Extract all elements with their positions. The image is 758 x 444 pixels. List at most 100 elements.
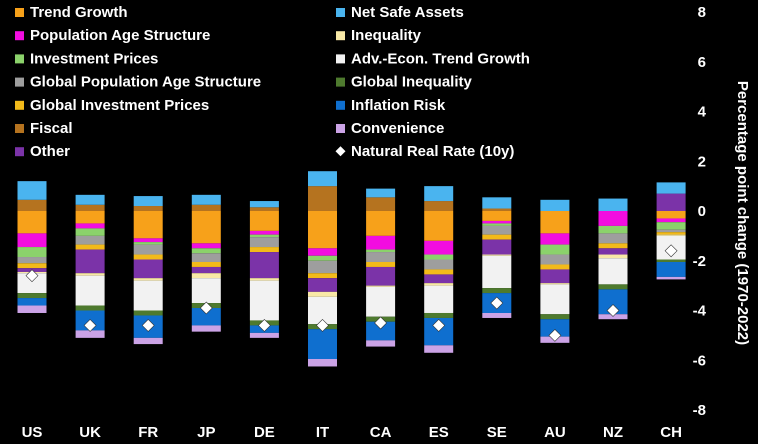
bar-segment-se-convenience — [482, 312, 512, 318]
bar-segment-au-inflation-risk — [540, 319, 570, 337]
bar-segment-uk-trend-growth — [75, 211, 105, 224]
bar-segment-ch-investment-prices — [656, 222, 686, 230]
bar-segment-ca-adv-econ-trend-growth — [366, 286, 396, 317]
bar-segment-es-global-inequality — [424, 312, 454, 318]
natural-rate-marker-uk — [83, 319, 97, 332]
bar-segment-de-inequality — [249, 278, 279, 281]
bar-segment-us-global-investment-prices — [17, 263, 47, 269]
natural-rate-marker-us — [25, 269, 39, 283]
x-tick-label-de: DE — [254, 424, 275, 441]
bar-segment-jp-trend-growth — [191, 211, 221, 244]
bar-segment-ca-global-population-age-structure — [366, 252, 396, 262]
bar-segment-fr-convenience — [133, 337, 163, 345]
bar-segment-us-adv-econ-trend-growth — [17, 273, 47, 294]
bar-segment-it-global-population-age-structure — [308, 260, 337, 274]
legend-label-global-inequality: Global Inequality — [351, 74, 473, 91]
bar-segment-ch-trend-growth — [656, 211, 686, 219]
x-axis: US UK FR JP DE IT CA ES SE AU NZ CH — [22, 424, 682, 441]
bar-segment-ca-other — [366, 266, 396, 286]
bar-segment-ch-inflation-risk — [656, 261, 686, 277]
x-tick-label-ca: CA — [370, 424, 392, 441]
x-tick-label-us: US — [22, 424, 43, 441]
bar-segment-es-global-investment-prices — [424, 269, 454, 275]
bar-segment-uk-net-safe-assets — [75, 194, 105, 205]
bar-segment-nz-adv-econ-trend-growth — [598, 258, 628, 285]
bar-segment-fr-global-population-age-structure — [133, 244, 163, 255]
bar-segment-es-global-population-age-structure — [424, 259, 454, 270]
bar-segment-ca-inflation-risk — [366, 321, 396, 341]
bar-segment-uk-global-investment-prices — [75, 244, 105, 250]
bar-segment-se-other — [482, 239, 512, 255]
bar-segment-ca-net-safe-assets — [366, 188, 396, 198]
bar-segment-es-inequality — [424, 283, 454, 286]
legend-label-convenience: Convenience — [351, 120, 444, 137]
bar-segment-es-adv-econ-trend-growth — [424, 285, 454, 313]
x-tick-label-uk: UK — [79, 424, 101, 441]
bar-segment-jp-global-investment-prices — [191, 261, 221, 267]
bar-segment-us-fiscal — [17, 199, 47, 211]
bar-segment-de-other — [249, 252, 279, 279]
bar-segment-jp-convenience — [191, 325, 221, 332]
legend-label-global-investment-prices: Global Investment Prices — [30, 97, 209, 114]
bar-segment-jp-fiscal — [191, 204, 221, 211]
bar-segment-uk-investment-prices — [75, 228, 105, 236]
x-tick-label-ch: CH — [660, 424, 682, 441]
bar-segment-fr-global-investment-prices — [133, 254, 163, 260]
bar-segment-ch-net-safe-assets — [656, 182, 686, 194]
bar-segment-se-global-population-age-structure — [482, 225, 512, 235]
bar-segment-ch-global-population-age-structure — [656, 229, 686, 233]
legend-swatch-inflation-risk — [336, 100, 345, 110]
y-tick-label: -2 — [693, 253, 706, 270]
legend: Trend Growth Net Safe Assets Population Ag… — [15, 4, 530, 160]
bar-segment-uk-other — [75, 249, 105, 274]
bar-segment-se-net-safe-assets — [482, 197, 512, 209]
y-tick-label: 4 — [698, 104, 707, 121]
legend-label-inequality: Inequality — [351, 27, 422, 44]
legend-swatch-population-age-structure — [15, 31, 24, 41]
bar-segment-de-population-age-structure — [249, 230, 279, 235]
bar-segment-ch-inequality — [656, 234, 686, 236]
legend-label-global-population-age-structure: Global Population Age Structure — [30, 74, 261, 91]
y-tick-label: -6 — [693, 352, 706, 369]
bar-segment-se-population-age-structure — [482, 220, 512, 224]
legend-label-trend-growth: Trend Growth — [30, 4, 128, 21]
y-axis: 8 6 4 2 0 -2 -4 -6 -8 — [693, 4, 707, 419]
legend-label-fiscal: Fiscal — [30, 120, 73, 137]
y-tick-label: 2 — [698, 153, 706, 170]
bar-segment-au-global-population-age-structure — [540, 254, 570, 265]
bar-segment-nz-global-population-age-structure — [598, 233, 628, 244]
bar-segment-au-population-age-structure — [540, 233, 570, 245]
bar-segment-uk-convenience — [75, 330, 105, 338]
bar-segment-fr-fiscal — [133, 206, 163, 211]
bar-segment-fr-adv-econ-trend-growth — [133, 280, 163, 311]
bar-segment-au-adv-econ-trend-growth — [540, 284, 570, 315]
bar-segment-au-trend-growth — [540, 211, 570, 234]
bar-segment-ch-global-investment-prices — [656, 232, 686, 235]
bar-segment-ca-trend-growth — [366, 211, 396, 236]
x-tick-label-es: ES — [429, 424, 449, 441]
legend-swatch-trend-growth — [15, 8, 24, 17]
bar-segment-se-inequality — [482, 254, 512, 256]
x-tick-label-nz: NZ — [603, 424, 623, 441]
legend-swatch-convenience — [336, 124, 345, 133]
legend-swatch-net-safe-assets — [336, 8, 345, 17]
bar-segment-ch-other — [656, 193, 686, 211]
bar-segment-us-convenience — [17, 305, 47, 313]
legend-label-population-age-structure: Population Age Structure — [30, 27, 210, 44]
bar-segment-it-trend-growth — [308, 211, 337, 249]
bar-segment-au-other — [540, 269, 570, 284]
bar-segment-it-net-safe-assets — [308, 171, 337, 187]
bar-segment-ch-population-age-structure — [656, 218, 686, 223]
bar-segment-jp-adv-econ-trend-growth — [191, 278, 221, 304]
natural-rate-marker-ch — [664, 244, 678, 258]
bar-segment-au-global-inequality — [540, 314, 570, 320]
bar-segment-jp-population-age-structure — [191, 243, 221, 249]
bar-segment-se-fiscal — [482, 208, 512, 211]
bar-segment-it-inflation-risk — [308, 329, 337, 360]
bar-segment-jp-other — [191, 266, 221, 274]
bar-segment-it-convenience — [308, 359, 337, 367]
legend-swatch-fiscal — [15, 124, 24, 133]
bar-segment-es-fiscal — [424, 201, 454, 211]
bar-segment-fr-investment-prices — [133, 242, 163, 245]
